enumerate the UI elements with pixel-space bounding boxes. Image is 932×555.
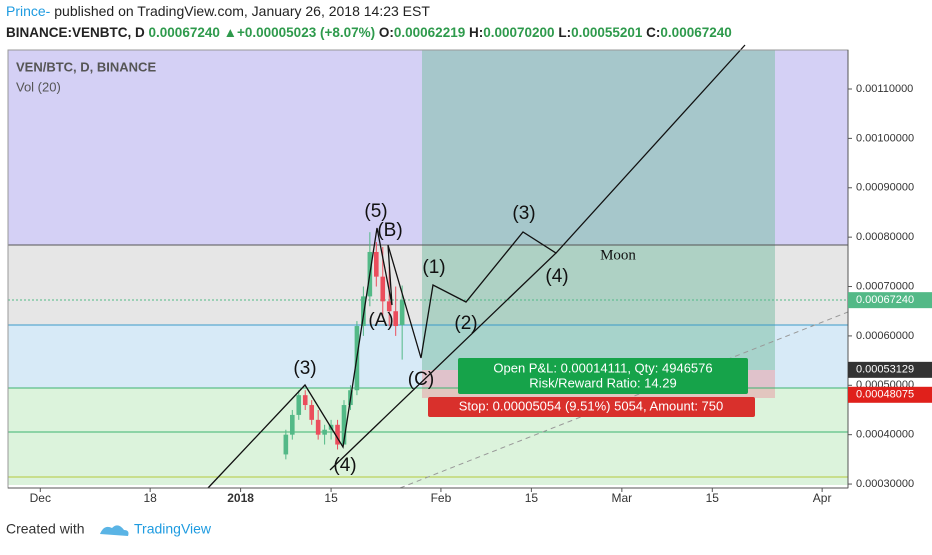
price-badge <box>848 292 932 309</box>
candle-body <box>399 300 405 325</box>
wave-labels: (5) (B) (A) (3) (4) (C) (1) (2) (3) (4) … <box>293 201 636 476</box>
moon-label: Moon <box>600 247 636 263</box>
l: 0.00055201 <box>571 25 643 40</box>
header-line: Prince- published on TradingView.com, Ja… <box>6 3 430 19</box>
x-tick-label: Mar <box>612 491 633 505</box>
y-tick-label: 0.00110000 <box>856 83 913 95</box>
x-tick-label: 15 <box>706 491 720 505</box>
y-tick-label: 0.00080000 <box>856 231 914 243</box>
wave-label: (3) <box>512 203 535 224</box>
position-box: Open P&L: 0.00014111, Qty: 4946576 Risk/… <box>428 358 755 417</box>
trendline <box>329 252 557 471</box>
wave-label: (1) <box>422 257 445 278</box>
candle-body <box>322 429 327 435</box>
wave-label: (3) <box>293 358 316 379</box>
candle-body <box>302 395 308 406</box>
candle-body <box>341 405 347 445</box>
h: 0.00070200 <box>483 25 554 40</box>
y-tick-label: 0.00030000 <box>856 478 914 490</box>
o-label: O: <box>379 25 394 40</box>
published: published on TradingView.com, January 26… <box>50 3 430 19</box>
y-tick-label: 0.00090000 <box>856 182 914 194</box>
price-badge <box>848 386 932 403</box>
wave-path <box>207 44 746 489</box>
candle-body <box>290 414 295 435</box>
ratio: Risk/Reward Ratio: 14.29 <box>529 375 676 390</box>
candle-body <box>393 311 398 327</box>
price-badge <box>848 361 932 378</box>
x-tick-label: Apr <box>813 491 832 505</box>
author[interactable]: Prince- <box>6 3 51 19</box>
candle-body <box>315 419 321 435</box>
x-tick-label: Dec <box>30 491 51 505</box>
y-tick-label: 0.00100000 <box>856 132 914 144</box>
candle-body <box>296 395 302 415</box>
ohlc-line: BINANCE:VENBTC, D 0.00067240 ▲+0.0000502… <box>6 25 732 40</box>
x-tick-label: 15 <box>525 491 539 505</box>
candle-body <box>386 301 392 312</box>
footer-created: Created with <box>6 521 85 537</box>
y-tick-label: 0.00040000 <box>856 429 914 441</box>
chart-subtitle: Vol (20) <box>16 79 61 94</box>
candle-body <box>380 276 386 302</box>
chart-title: VEN/BTC, D, BINANCE <box>16 59 156 74</box>
candle-body <box>335 424 340 445</box>
candle-body <box>283 434 289 455</box>
x-tick-label: 18 <box>143 491 157 505</box>
x-tick-label: 15 <box>324 491 338 505</box>
stop: Stop: 0.00005054 (9.51%) 5054, Amount: 7… <box>459 398 724 413</box>
wave-label: (5) <box>364 201 387 222</box>
price-badge-label: 0.00048075 <box>856 389 914 401</box>
candle-body <box>361 296 366 327</box>
c-label: C: <box>646 25 660 40</box>
footer-brand[interactable]: TradingView <box>134 521 212 537</box>
waves <box>207 44 746 489</box>
logo <box>100 525 129 536</box>
h-label: H: <box>469 25 483 40</box>
pnl: Open P&L: 0.00014111, Qty: 4946576 <box>493 360 712 375</box>
wave-label: (4) <box>545 266 568 287</box>
o: 0.00062219 <box>394 25 465 40</box>
x-tick-label: Feb <box>431 491 452 505</box>
last: 0.00067240 <box>149 25 220 40</box>
target-zone <box>422 50 775 370</box>
wave-label: (A) <box>368 310 393 331</box>
arrow: ▲ <box>224 25 237 40</box>
l-label: L: <box>558 25 571 40</box>
price-badge-label: 0.00053129 <box>856 364 914 376</box>
y-tick-label: 0.00070000 <box>856 280 914 292</box>
wave-label: (B) <box>377 220 402 241</box>
change: +0.00005023 (+8.07%) <box>237 25 375 40</box>
wave-label: (C) <box>408 369 434 390</box>
symbol: BINANCE:VENBTC, D <box>6 25 145 40</box>
stop-box <box>428 397 755 417</box>
wave-label: (2) <box>454 313 477 334</box>
y-tick-label: 0.00060000 <box>856 330 914 342</box>
candle-body <box>374 251 379 277</box>
pnl-box <box>458 358 748 394</box>
x-tick-label: 2018 <box>227 491 254 505</box>
price-badge-label: 0.00067240 <box>856 294 914 306</box>
c: 0.00067240 <box>660 25 731 40</box>
candle-body <box>309 405 314 420</box>
wave-label: (4) <box>333 455 356 476</box>
